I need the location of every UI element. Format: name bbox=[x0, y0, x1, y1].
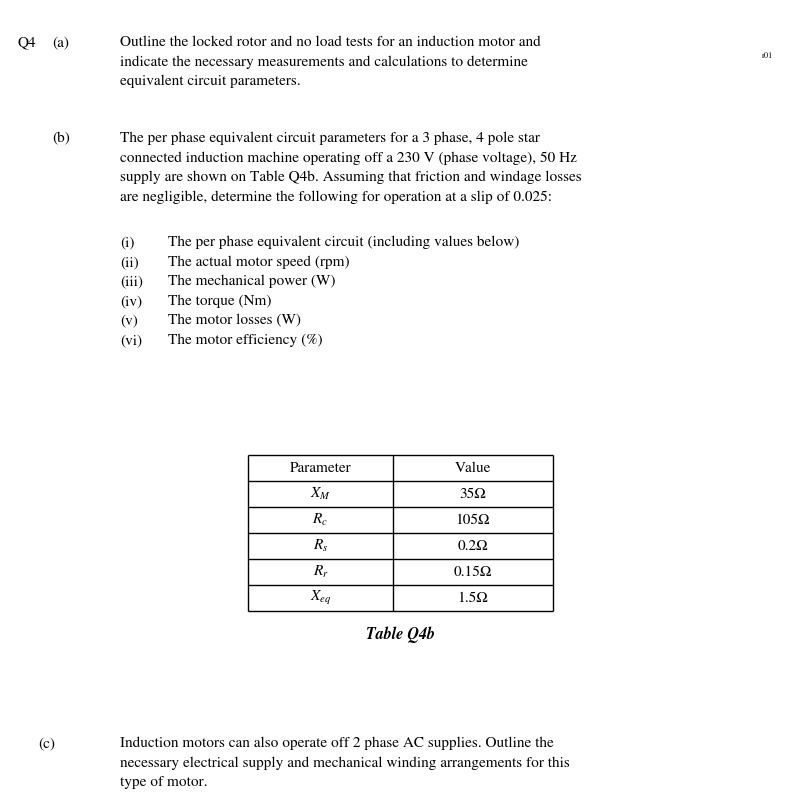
Text: (a): (a) bbox=[52, 36, 69, 49]
Text: 0.15Ω: 0.15Ω bbox=[454, 565, 492, 579]
Text: $R_c$: $R_c$ bbox=[313, 512, 329, 528]
Text: 0.2Ω: 0.2Ω bbox=[458, 539, 488, 553]
Text: The motor efficiency (%): The motor efficiency (%) bbox=[168, 333, 322, 347]
Text: (ii): (ii) bbox=[120, 256, 139, 269]
Text: 35Ω: 35Ω bbox=[460, 488, 486, 501]
Text: necessary electrical supply and mechanical winding arrangements for this: necessary electrical supply and mechanic… bbox=[120, 757, 570, 770]
Text: (vi): (vi) bbox=[120, 333, 142, 347]
Text: Induction motors can also operate off 2 phase AC supplies. Outline the: Induction motors can also operate off 2 … bbox=[120, 737, 554, 750]
Text: Parameter: Parameter bbox=[290, 461, 351, 475]
Text: Outline the locked rotor and no load tests for an induction motor and: Outline the locked rotor and no load tes… bbox=[120, 36, 541, 49]
Text: equivalent circuit parameters.: equivalent circuit parameters. bbox=[120, 75, 301, 88]
Text: The per phase equivalent circuit (including values below): The per phase equivalent circuit (includ… bbox=[168, 236, 519, 249]
Text: (i): (i) bbox=[120, 236, 135, 249]
Text: $X_{eq}$: $X_{eq}$ bbox=[310, 589, 331, 607]
Text: indicate the necessary measurements and calculations to determine: indicate the necessary measurements and … bbox=[120, 56, 527, 69]
Text: The motor losses (W): The motor losses (W) bbox=[168, 314, 301, 327]
Text: The actual motor speed (rpm): The actual motor speed (rpm) bbox=[168, 256, 350, 269]
Text: r01: r01 bbox=[762, 52, 773, 60]
Text: Q4: Q4 bbox=[18, 36, 37, 49]
Text: $R_r$: $R_r$ bbox=[313, 564, 329, 580]
Text: are negligible, determine the following for operation at a slip of 0.025:: are negligible, determine the following … bbox=[120, 191, 552, 204]
Text: 1.5Ω: 1.5Ω bbox=[457, 592, 488, 605]
Text: Value: Value bbox=[455, 461, 492, 475]
Text: (iii): (iii) bbox=[120, 275, 143, 288]
Text: The mechanical power (W): The mechanical power (W) bbox=[168, 275, 335, 288]
Text: (c): (c) bbox=[38, 737, 55, 750]
Text: (b): (b) bbox=[52, 132, 70, 145]
Text: The torque (Nm): The torque (Nm) bbox=[168, 295, 271, 308]
Text: (v): (v) bbox=[120, 314, 138, 327]
Text: type of motor.: type of motor. bbox=[120, 776, 207, 789]
Text: The per phase equivalent circuit parameters for a 3 phase, 4 pole star: The per phase equivalent circuit paramet… bbox=[120, 132, 540, 145]
Text: Table Q4b: Table Q4b bbox=[366, 627, 435, 643]
Text: 105Ω: 105Ω bbox=[456, 513, 490, 526]
Text: (iv): (iv) bbox=[120, 295, 142, 308]
Text: $X_M$: $X_M$ bbox=[310, 486, 331, 502]
Text: $R_s$: $R_s$ bbox=[313, 538, 328, 554]
Text: supply are shown on Table Q4b. Assuming that friction and windage losses: supply are shown on Table Q4b. Assuming … bbox=[120, 171, 582, 184]
Text: connected induction machine operating off a 230 V (phase voltage), 50 Hz: connected induction machine operating of… bbox=[120, 152, 577, 165]
